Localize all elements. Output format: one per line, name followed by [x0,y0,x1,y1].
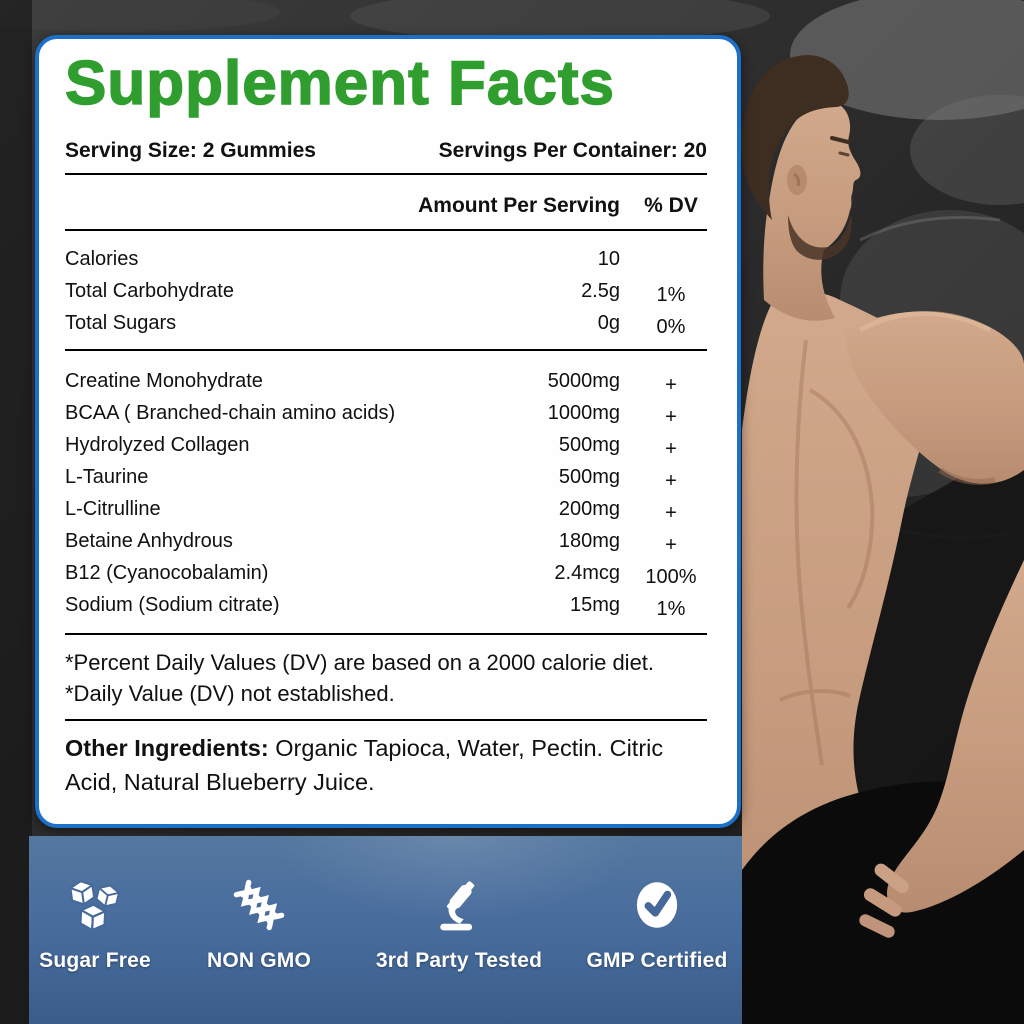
nutrient-dv: + [665,502,677,524]
nutrient-dv: 1% [656,598,686,620]
nutrient-row: L-Citrulline 200mg + [65,493,707,525]
serving-row: Serving Size: 2 Gummies Servings Per Con… [65,139,707,163]
muscle-shading [779,339,875,766]
badge-sugar-free: Sugar Free [35,872,155,973]
sugar-cubes-icon [60,872,130,936]
model-eyebrow [830,136,850,144]
nutrient-amount: 2.5g [581,280,620,302]
feature-badge-strip: Sugar Free NON GMO [29,836,742,1024]
divider [65,173,707,175]
dv-header: % DV [644,194,698,217]
nutrient-amount: 5000mg [547,370,620,392]
nutrient-amount: 200mg [558,498,620,520]
footnote-percent-dv: *Percent Daily Values (DV) are based on … [65,650,655,675]
badge-3rd-party-tested: 3rd Party Tested [349,872,569,973]
nutrient-dv: 100% [645,566,697,588]
nutrient-amount: 500mg [558,434,620,456]
nutrient-amount: 1000mg [547,402,620,424]
nutrient-dv: + [665,374,677,396]
nutrient-amount: 2.4mcg [554,562,620,584]
nutrient-amount: 180mg [558,530,620,552]
nutrient-name: Calories [65,248,139,270]
nutrient-dv: 0% [656,316,686,338]
divider [65,349,707,351]
nutrient-amount: 15mg [569,594,620,616]
nutrient-amount: 0g [597,312,620,334]
nutrient-dv: + [665,470,677,492]
nutrient-row: L-Taurine 500mg + [65,461,707,493]
badge-label: Sugar Free [39,949,151,972]
servings-per-container: Servings Per Container: 20 [438,139,707,162]
other-ingredients-text: Organic Tapioca, Water, Pectin. Citric A… [65,735,664,795]
nutrient-dv: + [665,534,677,556]
nutrient-name: Sodium (Sodium citrate) [65,594,280,616]
badge-non-gmo: NON GMO [179,872,339,973]
columns-header: Amount Per Serving % DV [65,193,707,219]
nutrient-dv: + [665,438,677,460]
nutrient-name: BCAA ( Branched-chain amino acids) [65,402,396,424]
nutrient-row: Total Carbohydrate 2.5g 1% [65,275,707,307]
model-shoulder [845,311,1024,484]
nutrient-name: Total Sugars [65,312,177,334]
badge-gmp-certified: GMP Certified [562,872,752,973]
footnote-dv-not-established: *Daily Value (DV) not established. [65,681,395,706]
serving-size: Serving Size: 2 Gummies [65,139,316,162]
active-ingredient-rows: Creatine Monohydrate 5000mg + BCAA ( Branch… [65,365,707,621]
supplement-facts-panel: Supplement Facts Serving Size: 2 Gummies… [35,35,741,828]
nutrient-dv: + [665,406,677,428]
nutrient-name: L-Taurine [65,466,149,488]
nutrient-name: Creatine Monohydrate [65,370,263,392]
model-hand [859,863,909,938]
nutrient-row: Calories 10 [65,243,707,275]
nutrient-row: Total Sugars 0g 0% [65,307,707,339]
model-head [763,101,861,321]
nutrient-row: Hydrolyzed Collagen 500mg + [65,429,707,461]
badge-label: NON GMO [206,949,312,972]
nutrient-name: Betaine Anhydrous [65,530,233,552]
model-forearm [886,560,1024,913]
model-eye [838,151,850,157]
nutrient-dv [635,247,707,279]
footnotes: *Percent Daily Values (DV) are based on … [65,647,707,709]
nutrient-row: BCAA ( Branched-chain amino acids) 1000mg… [65,397,707,429]
model-hair [741,55,849,220]
nutrient-amount: 500mg [558,466,620,488]
badge-label: 3rd Party Tested [375,949,543,972]
male-model-figure [741,55,1024,1024]
panel-title: Supplement Facts [64,49,615,118]
microscope-icon [429,872,489,936]
nutrient-name: B12 (Cyanocobalamin) [65,562,269,584]
macro-rows: Calories 10 Total Carbohydrate 2.5g 1% Total … [65,243,707,339]
nutrient-dv: 1% [656,284,686,306]
nutrient-row: B12 (Cyanocobalamin) 2.4mcg 100% [65,557,707,589]
divider [65,719,707,721]
amount-per-serving-header: Amount Per Serving [418,194,620,217]
divider [65,229,707,231]
other-ingredients-label: Other Ingredients: [65,735,269,761]
nutrient-name: L-Citrulline [65,498,161,520]
badge-label: GMP Certified [586,949,728,972]
nutrient-amount: 10 [597,248,620,270]
nutrient-row: Sodium (Sodium citrate) 15mg 1% [65,589,707,621]
nutrient-row: Betaine Anhydrous 180mg + [65,525,707,557]
nutrient-name: Total Carbohydrate [65,280,234,302]
dna-icon [227,872,291,936]
other-ingredients: Other Ingredients: Organic Tapioca, Wate… [65,731,707,799]
nutrient-row: Creatine Monohydrate 5000mg + [65,365,707,397]
check-badge-icon [629,872,685,936]
nutrient-name: Hydrolyzed Collagen [65,434,250,456]
divider [65,633,707,635]
model-beard [788,214,852,260]
